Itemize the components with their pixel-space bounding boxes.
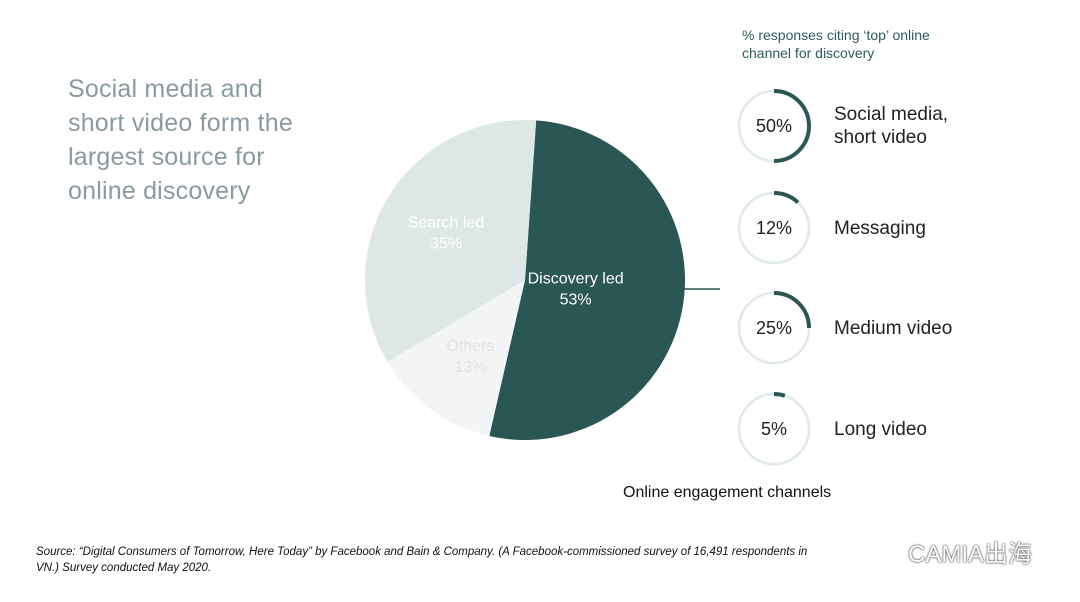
progress-ring-arc <box>773 392 786 398</box>
progress-ring <box>737 89 811 163</box>
headline-line: short video form the <box>68 109 293 137</box>
panel-title-line: channel for discovery <box>742 45 875 61</box>
channel-label: Long video <box>834 391 927 467</box>
progress-ring <box>737 191 811 265</box>
progress-ring <box>737 392 811 466</box>
pie-slice-label: Discovery led <box>528 271 624 288</box>
channel-label-line: short video <box>834 127 927 148</box>
channel-label-line: Messaging <box>834 217 926 239</box>
channel-label-line: Medium video <box>834 317 953 339</box>
pie-slice-value: 13% <box>454 359 486 376</box>
channel-label: Social media, short video <box>834 88 948 164</box>
pie-slice-others <box>387 280 525 436</box>
pie-slice-value: 53% <box>560 292 592 309</box>
headline: Social media and short video form the la… <box>68 72 368 208</box>
watermark-text: CAMIA出海 <box>908 541 1033 568</box>
pie-slice-discovery-led <box>489 120 685 441</box>
channel-percent: 25% <box>755 318 793 338</box>
progress-ring-arc <box>773 291 811 329</box>
channel-percent: 50% <box>755 116 793 136</box>
headline-line: online discovery <box>68 177 251 205</box>
headline-line: Social media and <box>68 75 263 103</box>
panel-title: % responses citing ‘top’ online channel … <box>742 26 1002 62</box>
progress-ring <box>737 291 811 365</box>
panel-title-line: % responses citing ‘top’ online <box>742 27 930 43</box>
channel-medium-video: 25% Medium video <box>736 290 1036 366</box>
channel-messaging: 12% Messaging <box>736 190 1036 266</box>
channel-label-line: Long video <box>834 418 927 440</box>
source-line: Source: “Digital Consumers of Tomorrow, … <box>36 546 808 558</box>
source-note: Source: “Digital Consumers of Tomorrow, … <box>36 544 906 576</box>
channel-long-video: 5% Long video <box>736 391 1036 467</box>
source-line: VN.) Survey conducted May 2020. <box>36 562 212 574</box>
channel-label: Medium video <box>834 290 952 366</box>
channel-social-media-short-video: 50% Social media, short video <box>736 88 1036 164</box>
channel-label: Messaging <box>834 190 926 266</box>
channel-percent: 12% <box>755 218 793 238</box>
pie-slice-search-led <box>365 120 537 362</box>
watermark: CAMIA出海 <box>862 534 1032 569</box>
pie-slice-label: Search led <box>408 214 485 231</box>
discovery-pie-chart: Discovery led 53% Others 13% Search led 35% <box>365 120 720 441</box>
pie-slice-value: 35% <box>430 235 462 252</box>
progress-ring-arc <box>773 191 800 205</box>
channel-percent: 5% <box>760 419 787 439</box>
channels-caption: Online engagement channels <box>623 484 832 501</box>
wechat-icon <box>862 536 901 566</box>
progress-ring-arc <box>773 89 811 163</box>
channel-label-line: Social media, <box>834 104 949 125</box>
pie-slice-label: Others <box>446 338 494 355</box>
headline-line: largest source for <box>68 143 265 171</box>
